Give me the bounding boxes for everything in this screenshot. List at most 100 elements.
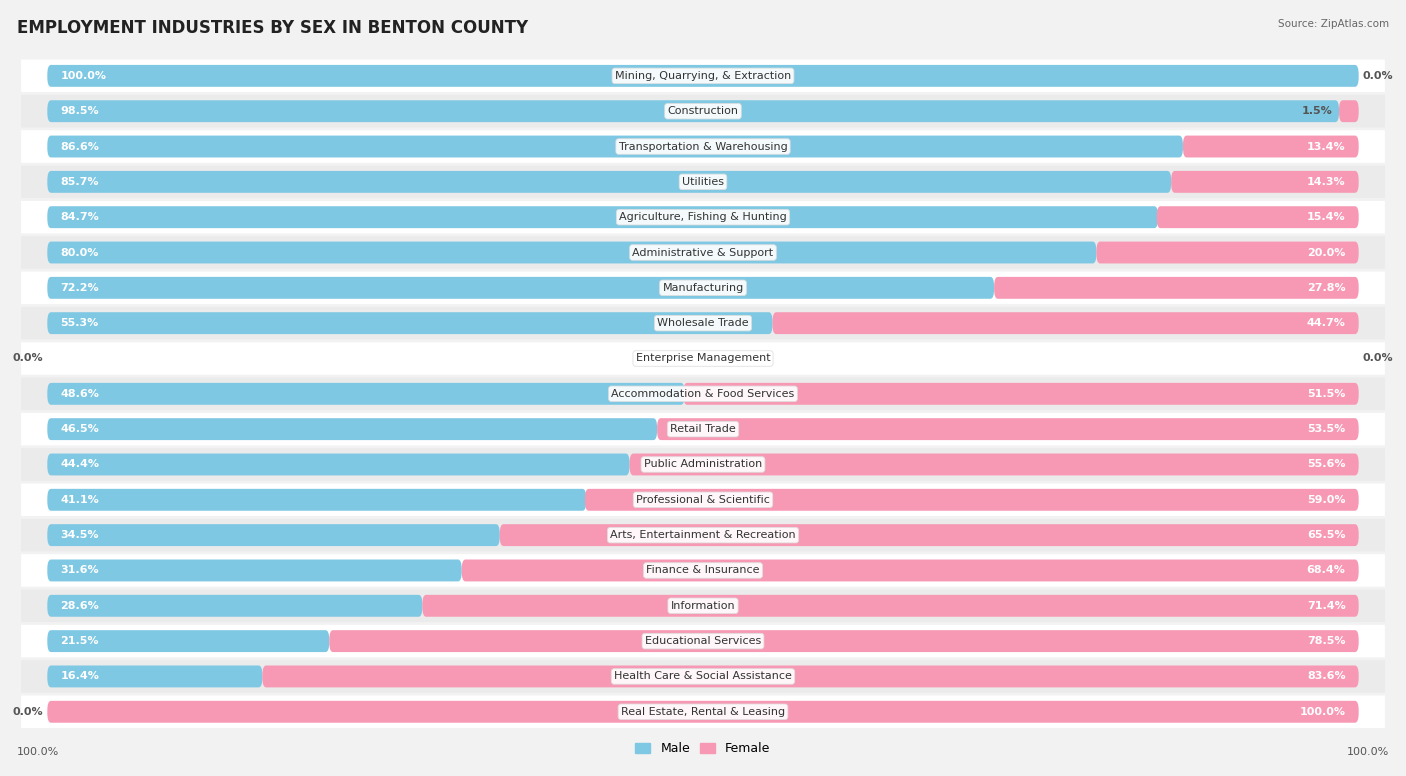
Text: 83.6%: 83.6% [1308,671,1346,681]
FancyBboxPatch shape [21,519,1385,552]
FancyBboxPatch shape [21,483,1385,516]
Text: 51.5%: 51.5% [1308,389,1346,399]
FancyBboxPatch shape [48,277,994,299]
Text: 78.5%: 78.5% [1308,636,1346,646]
Text: 55.3%: 55.3% [60,318,98,328]
FancyBboxPatch shape [994,277,1358,299]
Text: 85.7%: 85.7% [60,177,98,187]
FancyBboxPatch shape [21,554,1385,587]
FancyBboxPatch shape [48,666,263,688]
FancyBboxPatch shape [657,418,1358,440]
FancyBboxPatch shape [21,449,1385,480]
Text: 1.5%: 1.5% [1302,106,1333,116]
Text: 41.1%: 41.1% [60,495,100,505]
FancyBboxPatch shape [21,236,1385,268]
Text: Wholesale Trade: Wholesale Trade [657,318,749,328]
Text: Source: ZipAtlas.com: Source: ZipAtlas.com [1278,19,1389,29]
Text: Information: Information [671,601,735,611]
Text: 34.5%: 34.5% [60,530,98,540]
FancyBboxPatch shape [48,241,1097,264]
Text: 98.5%: 98.5% [60,106,98,116]
Text: 20.0%: 20.0% [1308,248,1346,258]
FancyBboxPatch shape [21,378,1385,410]
FancyBboxPatch shape [48,453,630,476]
Text: 44.7%: 44.7% [1306,318,1346,328]
FancyBboxPatch shape [48,489,586,511]
FancyBboxPatch shape [683,383,1358,405]
FancyBboxPatch shape [48,136,1182,158]
Text: 100.0%: 100.0% [1347,747,1389,757]
FancyBboxPatch shape [1182,136,1358,158]
Text: 28.6%: 28.6% [60,601,100,611]
Text: 14.3%: 14.3% [1308,177,1346,187]
Text: Agriculture, Fishing & Hunting: Agriculture, Fishing & Hunting [619,212,787,222]
Text: Real Estate, Rental & Leasing: Real Estate, Rental & Leasing [621,707,785,717]
FancyBboxPatch shape [263,666,1358,688]
FancyBboxPatch shape [772,312,1358,334]
FancyBboxPatch shape [21,413,1385,445]
Text: 100.0%: 100.0% [1299,707,1346,717]
Text: 46.5%: 46.5% [60,424,100,434]
FancyBboxPatch shape [21,660,1385,693]
Text: 68.4%: 68.4% [1306,566,1346,576]
Text: Construction: Construction [668,106,738,116]
Text: 59.0%: 59.0% [1308,495,1346,505]
FancyBboxPatch shape [48,630,329,652]
Text: Arts, Entertainment & Recreation: Arts, Entertainment & Recreation [610,530,796,540]
FancyBboxPatch shape [21,590,1385,622]
FancyBboxPatch shape [21,272,1385,304]
FancyBboxPatch shape [1171,171,1358,192]
FancyBboxPatch shape [48,524,499,546]
Text: 31.6%: 31.6% [60,566,98,576]
Text: Mining, Quarrying, & Extraction: Mining, Quarrying, & Extraction [614,71,792,81]
FancyBboxPatch shape [461,559,1358,581]
FancyBboxPatch shape [499,524,1358,546]
Text: 48.6%: 48.6% [60,389,100,399]
Text: 86.6%: 86.6% [60,141,100,151]
FancyBboxPatch shape [21,60,1385,92]
Text: Public Administration: Public Administration [644,459,762,469]
Text: 100.0%: 100.0% [17,747,59,757]
FancyBboxPatch shape [48,559,461,581]
FancyBboxPatch shape [48,65,1358,87]
FancyBboxPatch shape [21,165,1385,198]
Text: 84.7%: 84.7% [60,212,100,222]
FancyBboxPatch shape [48,171,1171,192]
Text: 0.0%: 0.0% [1362,354,1393,363]
Text: 27.8%: 27.8% [1308,282,1346,293]
FancyBboxPatch shape [585,489,1358,511]
Text: 55.6%: 55.6% [1308,459,1346,469]
Text: Enterprise Management: Enterprise Management [636,354,770,363]
Text: Health Care & Social Assistance: Health Care & Social Assistance [614,671,792,681]
Text: 65.5%: 65.5% [1308,530,1346,540]
Text: 44.4%: 44.4% [60,459,100,469]
FancyBboxPatch shape [48,206,1159,228]
FancyBboxPatch shape [1097,241,1358,264]
Text: Utilities: Utilities [682,177,724,187]
FancyBboxPatch shape [21,130,1385,163]
Text: 53.5%: 53.5% [1308,424,1346,434]
FancyBboxPatch shape [329,630,1358,652]
Text: 71.4%: 71.4% [1306,601,1346,611]
FancyBboxPatch shape [422,595,1358,617]
Text: Professional & Scientific: Professional & Scientific [636,495,770,505]
Text: Retail Trade: Retail Trade [671,424,735,434]
FancyBboxPatch shape [48,595,422,617]
FancyBboxPatch shape [21,201,1385,234]
FancyBboxPatch shape [21,625,1385,657]
Text: Transportation & Warehousing: Transportation & Warehousing [619,141,787,151]
Text: 72.2%: 72.2% [60,282,98,293]
Text: 100.0%: 100.0% [60,71,107,81]
Text: 0.0%: 0.0% [13,707,44,717]
FancyBboxPatch shape [1339,100,1358,122]
FancyBboxPatch shape [1157,206,1358,228]
Legend: Male, Female: Male, Female [630,737,776,760]
FancyBboxPatch shape [48,383,685,405]
Text: Accommodation & Food Services: Accommodation & Food Services [612,389,794,399]
Text: 0.0%: 0.0% [1362,71,1393,81]
FancyBboxPatch shape [630,453,1358,476]
Text: Educational Services: Educational Services [645,636,761,646]
Text: 21.5%: 21.5% [60,636,98,646]
Text: 15.4%: 15.4% [1308,212,1346,222]
FancyBboxPatch shape [48,100,1339,122]
